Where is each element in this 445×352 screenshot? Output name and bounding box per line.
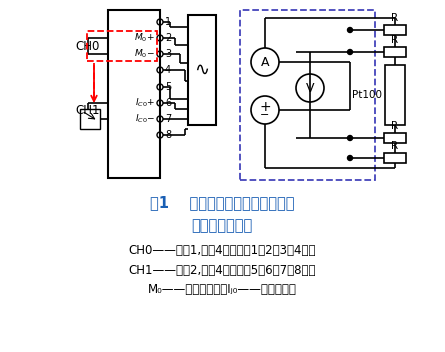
Text: 4: 4	[165, 65, 171, 75]
Text: $M_0$+: $M_0$+	[134, 32, 155, 44]
Text: CH1: CH1	[76, 105, 100, 118]
Text: R: R	[392, 121, 399, 131]
Text: 5: 5	[165, 82, 171, 92]
Text: CH0: CH0	[76, 39, 100, 52]
Text: $I_{C0}$+: $I_{C0}$+	[135, 97, 155, 109]
Text: 6: 6	[165, 98, 171, 108]
Circle shape	[348, 27, 352, 32]
Text: R: R	[392, 13, 399, 23]
Text: −: −	[260, 110, 270, 120]
Text: ∿: ∿	[194, 61, 210, 79]
Text: +: +	[259, 100, 271, 114]
Text: Pt100: Pt100	[352, 90, 382, 100]
Bar	[384, 25, 406, 35]
Text: M₀——测量输入端；Iⱼ₀——电流输出端: M₀——测量输入端；Iⱼ₀——电流输出端	[148, 283, 296, 296]
Bar	[385, 65, 405, 125]
Text: 四线制测量原理: 四线制测量原理	[191, 218, 253, 233]
Text: $M_0$−: $M_0$−	[134, 48, 155, 60]
Text: $I_{C0}$−: $I_{C0}$−	[135, 113, 155, 125]
Text: R: R	[392, 141, 399, 151]
Bar	[384, 153, 406, 163]
Bar	[240, 10, 375, 180]
Bar	[80, 109, 100, 129]
Bar	[188, 15, 216, 125]
Circle shape	[348, 156, 352, 161]
Text: A: A	[261, 56, 269, 69]
Text: CH0——通道1,包含4个端子（1、2、3、4）；: CH0——通道1,包含4个端子（1、2、3、4）；	[128, 244, 316, 257]
Bar	[108, 10, 160, 178]
Text: 图1    模拟量输入模块连接热电阻: 图1 模拟量输入模块连接热电阻	[150, 195, 294, 210]
Bar	[384, 47, 406, 57]
Text: 2: 2	[165, 33, 171, 43]
Circle shape	[348, 50, 352, 55]
Text: R: R	[392, 35, 399, 45]
Text: 3: 3	[165, 49, 171, 59]
Text: 8: 8	[165, 130, 171, 140]
Text: 1: 1	[165, 17, 171, 27]
Text: 7: 7	[165, 114, 171, 124]
Text: V: V	[306, 82, 314, 94]
Text: CH1——通道2,包含4个端子（5、6、7、8）；: CH1——通道2,包含4个端子（5、6、7、8）；	[128, 264, 316, 277]
Bar	[384, 133, 406, 143]
Bar	[87, 31, 157, 61]
Circle shape	[348, 136, 352, 140]
